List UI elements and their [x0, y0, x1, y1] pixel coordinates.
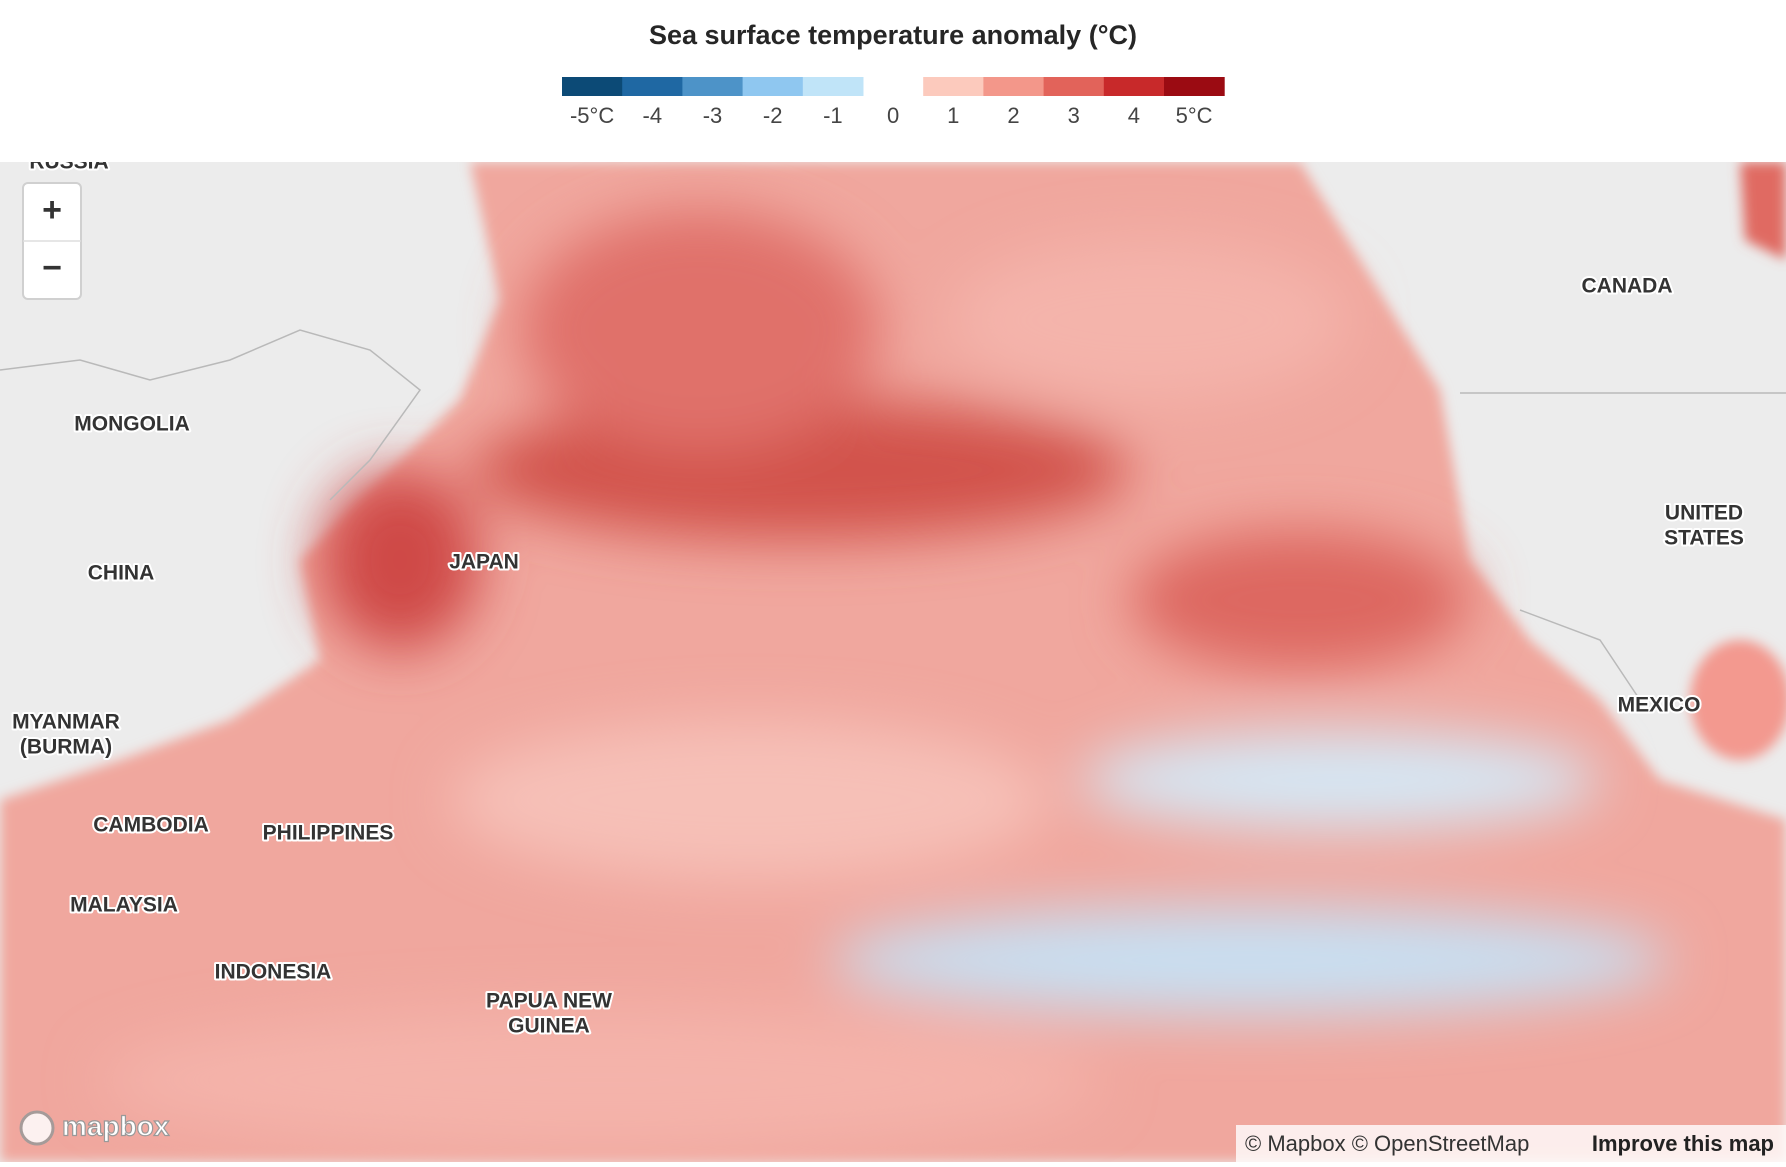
place-label: STATES — [1664, 527, 1744, 550]
place-label: INDONESIA — [215, 961, 332, 984]
place-label: RUSSIA — [29, 151, 108, 174]
anomaly-field — [100, 210, 1670, 1150]
legend-swatch — [1103, 77, 1165, 96]
legend-swatch — [562, 77, 623, 96]
legend-label: 1 — [947, 103, 959, 128]
map[interactable]: RUSSIA MONGOLIA CHINA JAPAN MYANMAR(BURMA) CA… — [0, 151, 1786, 1162]
zoom-out[interactable]: − — [42, 249, 62, 287]
place-label: (BURMA) — [20, 736, 112, 759]
place-label: MYANMAR — [12, 711, 120, 734]
zoom-in[interactable]: + — [42, 191, 62, 229]
logo-icon — [19, 1110, 55, 1146]
place-label: PAPUA NEW — [486, 990, 612, 1013]
legend-swatch — [923, 77, 984, 96]
attribution-box — [1236, 1125, 1786, 1162]
border — [0, 329, 422, 501]
legend-swatch — [983, 77, 1045, 96]
logo[interactable]: mapbox — [61, 1110, 170, 1142]
legend-swatch — [1164, 77, 1225, 96]
legend-swatch — [1043, 77, 1105, 96]
legend: -5°C -4 -3 -2 -1 0 1 2 3 4 5°C — [562, 77, 1225, 128]
place-label: MALAYSIA — [70, 894, 178, 917]
title: Sea surface temperature anomaly (°C) — [649, 20, 1137, 50]
zoom-control: + − — [22, 182, 82, 300]
legend-label: -3 — [703, 103, 723, 128]
legend-label: 5°C — [1176, 103, 1213, 128]
place-label: UNITED — [1665, 502, 1743, 525]
legend-label: 0 — [887, 103, 899, 128]
legend-label: -2 — [763, 103, 783, 128]
place-label: CHINA — [88, 562, 155, 585]
map-labels: RUSSIA MONGOLIA CHINA JAPAN MYANMAR(BURMA) CA… — [10, 151, 1746, 1040]
legend-label: -4 — [643, 103, 663, 128]
legend-swatch — [742, 77, 804, 96]
legend-label: 3 — [1068, 103, 1080, 128]
legend-swatch — [682, 77, 744, 96]
place-label: MEXICO — [1618, 694, 1701, 717]
improve-link[interactable]: Improve this map — [1592, 1131, 1774, 1156]
border — [1460, 392, 1786, 701]
place-label: CAMBODIA — [93, 814, 209, 837]
legend-label: -5°C — [570, 103, 614, 128]
legend-label: -1 — [823, 103, 843, 128]
legend-swatch — [622, 77, 683, 96]
legend-label: 2 — [1007, 103, 1019, 128]
place-label: PHILIPPINES — [263, 822, 394, 845]
place-label: CANADA — [1582, 275, 1673, 298]
legend-label: 4 — [1128, 103, 1140, 128]
place-label: JAPAN — [449, 551, 519, 574]
legend-swatch — [802, 77, 864, 96]
place-label: MONGOLIA — [74, 413, 190, 436]
attribution[interactable]: © Mapbox © OpenStreetMap — [1245, 1131, 1529, 1156]
place-label: GUINEA — [508, 1015, 590, 1038]
